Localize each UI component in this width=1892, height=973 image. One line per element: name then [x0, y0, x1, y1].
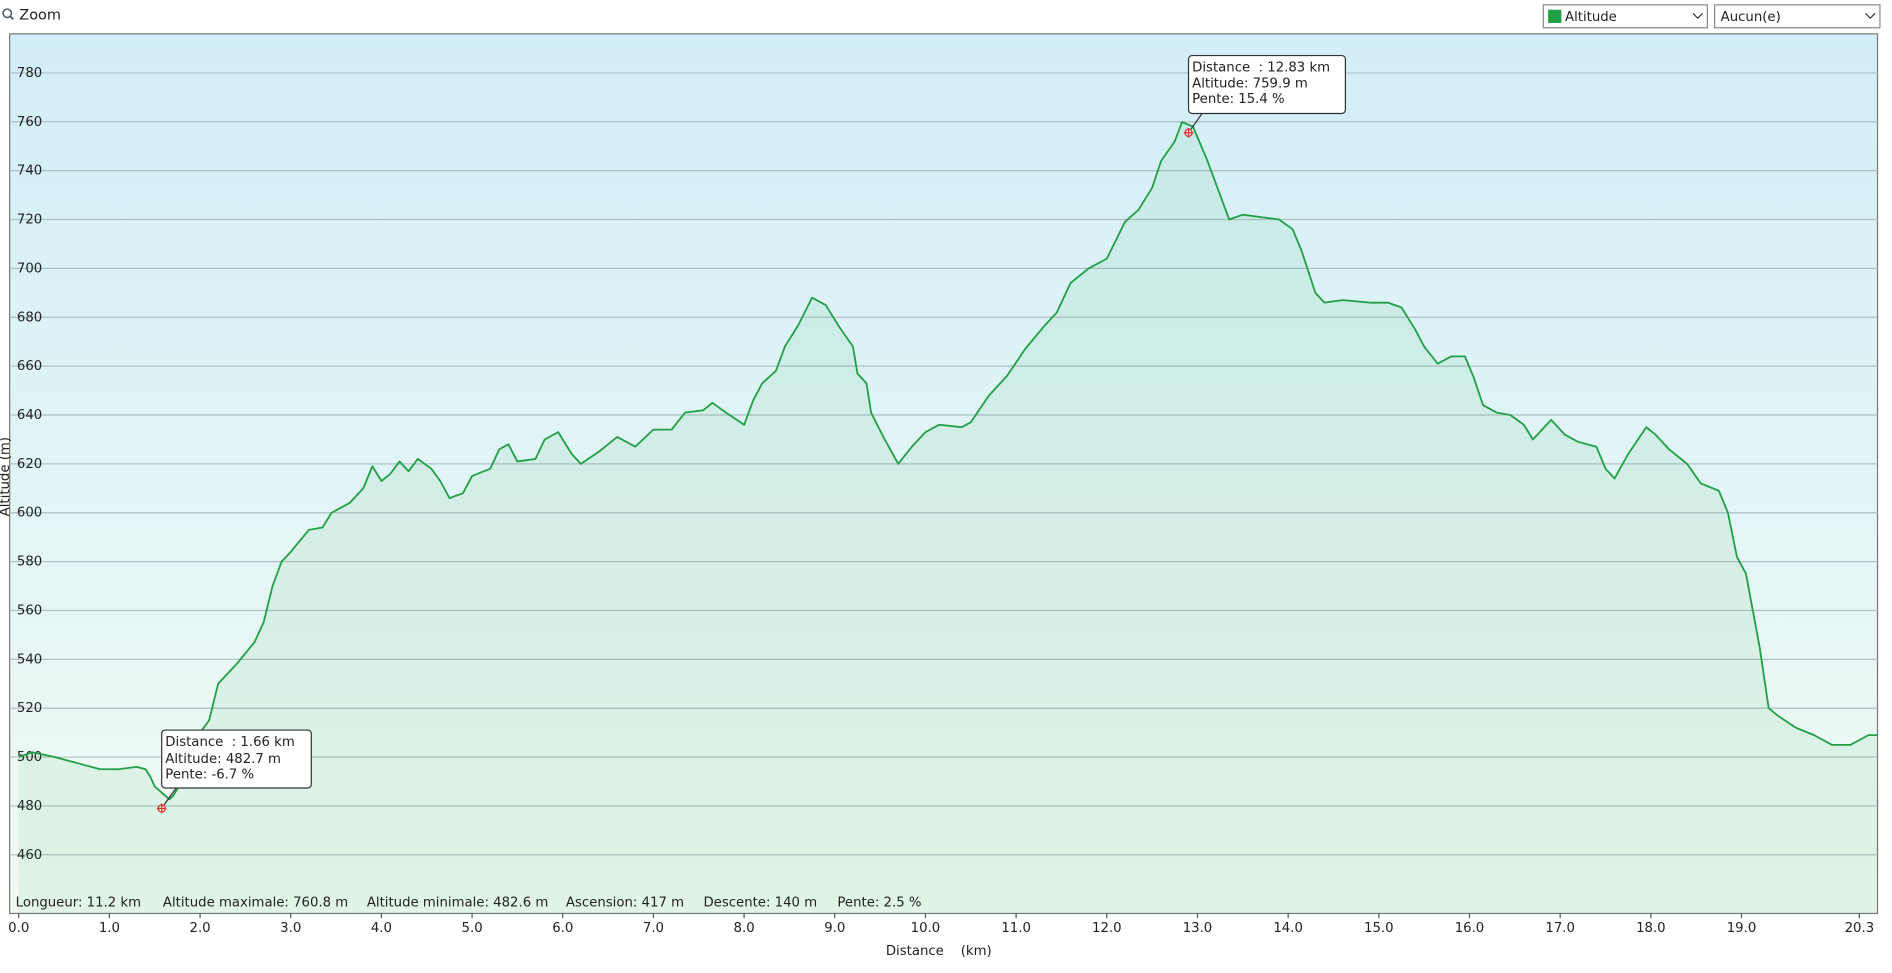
x-axis-label: Distance (km) [886, 944, 992, 959]
tooltip-line: Distance : 1.66 km [165, 735, 294, 750]
x-tick-label: 1.0 [99, 921, 120, 936]
x-tick-label: 5.0 [462, 921, 483, 936]
x-tick-label: 20.3 [1845, 921, 1875, 936]
zoom-label[interactable]: Zoom [19, 8, 61, 24]
y-tick-label: 560 [17, 603, 42, 618]
summary-item: Altitude maximale: 760.8 m [163, 896, 348, 911]
filter-select[interactable]: Aucun(e) [1714, 4, 1881, 29]
marker-cross [156, 803, 167, 814]
tooltip-box [1187, 54, 1346, 115]
chevron [1865, 12, 1876, 19]
y-tick-label: 720 [17, 213, 42, 228]
filter-value: Aucun(e) [1721, 10, 1781, 25]
zoom-icon [2, 8, 13, 19]
y-tick-label: 740 [17, 164, 42, 179]
y-tick-label: 520 [17, 701, 42, 716]
x-tick-label: 0.0 [8, 921, 29, 936]
x-tick-label: 18.0 [1636, 921, 1666, 936]
x-tick-label: 10.0 [911, 921, 941, 936]
summary: Longueur: 11.2 km Altitude maximale: 760… [16, 896, 922, 911]
x-tick-label: 14.0 [1273, 921, 1303, 936]
y-tick-label: 660 [17, 359, 42, 374]
y-tick-label: 760 [17, 115, 42, 130]
legend-swatch [1548, 9, 1562, 23]
x-tick-label: 9.0 [824, 921, 845, 936]
x-tick-label: 15.0 [1364, 921, 1394, 936]
tooltip-line: Distance : 12.83 km [1192, 61, 1330, 76]
tooltip: Distance : 1.66 km Altitude: 482.7 m Pen… [156, 729, 312, 814]
summary-item: Descente: 140 m [703, 896, 817, 911]
tooltip-box [161, 729, 312, 789]
select-box[interactable] [1542, 4, 1708, 29]
y-tick-label: 700 [17, 261, 42, 276]
y-tick-label: 480 [17, 799, 42, 814]
y-tick-label: 680 [17, 310, 42, 325]
series-select[interactable]: Altitude [1542, 4, 1708, 29]
x-tick-label: 16.0 [1455, 921, 1485, 936]
chevron [1692, 12, 1703, 19]
zoom-button[interactable]: Zoom [2, 8, 61, 24]
tooltip-line: Altitude: 759.9 m [1192, 76, 1308, 91]
y-tick-label: 540 [17, 652, 42, 667]
tooltip-line: Pente: 15.4 % [1192, 92, 1285, 107]
summary-item: Altitude minimale: 482.6 m [367, 896, 548, 911]
y-tick-label: 600 [17, 506, 42, 521]
x-tick-label: 19.0 [1727, 921, 1757, 936]
y-tick-label: 620 [17, 457, 42, 472]
tooltip-line: Altitude: 482.7 m [165, 752, 281, 767]
x-tick-label: 6.0 [552, 921, 573, 936]
zoom-icon-handle [9, 15, 14, 20]
x-tick-label: 8.0 [734, 921, 755, 936]
profile-line [18, 121, 1878, 801]
y-tick-label: 580 [17, 555, 42, 570]
profile-area [18, 122, 1878, 914]
x-tick-label: 11.0 [1001, 921, 1031, 936]
tooltip-pointer [1190, 111, 1204, 130]
y-tick-label: 640 [17, 408, 42, 423]
x-tick-label: 13.0 [1183, 921, 1213, 936]
tooltip-pointer [163, 787, 177, 806]
tooltip: Distance : 12.83 km Altitude: 759.9 m Pe… [1183, 54, 1346, 138]
summary-item: Pente: 2.5 % [837, 896, 921, 911]
plot-area [9, 33, 1879, 915]
x-tick-label: 17.0 [1545, 921, 1575, 936]
profile [18, 121, 1878, 914]
tooltip-line: Pente: -6.7 % [165, 768, 254, 783]
series-name: Altitude [1565, 10, 1617, 25]
x-tick-label: 3.0 [280, 921, 301, 936]
grid: 4604805005205405605806006206406606807007… [8, 66, 1878, 936]
x-tick-label: 7.0 [643, 921, 664, 936]
y-tick-label: 780 [17, 66, 42, 81]
y-axis-label: Altitude (m) [0, 437, 13, 516]
summary-item: Ascension: 417 m [566, 896, 684, 911]
marker-cross [1183, 127, 1194, 138]
select-box[interactable] [1714, 4, 1881, 29]
x-tick-label: 4.0 [371, 921, 392, 936]
x-tick-label: 12.0 [1092, 921, 1122, 936]
x-tick-label: 2.0 [190, 921, 211, 936]
summary-item: Longueur: 11.2 km [16, 896, 141, 911]
y-tick-label: 460 [17, 848, 42, 863]
